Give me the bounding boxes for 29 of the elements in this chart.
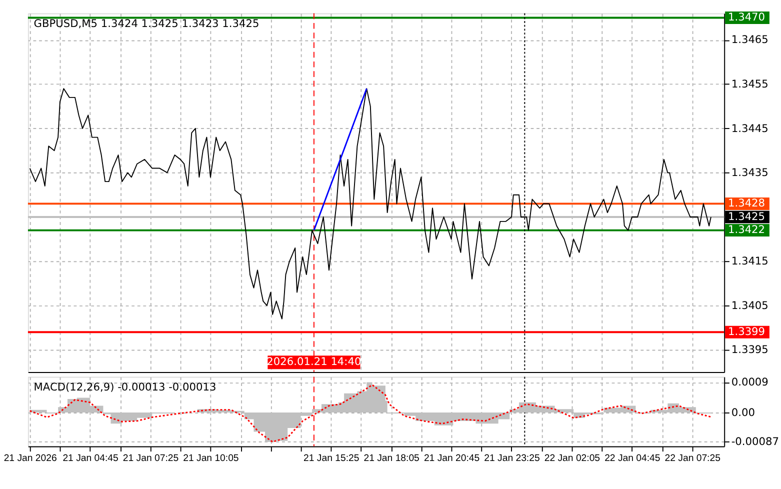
y-tick-label: 1.3435 <box>731 167 768 180</box>
x-tick-label: 21 Jan 2026 <box>4 453 57 464</box>
y-tick-label: 1.3455 <box>731 78 768 91</box>
chart-title: GBPUSD,M5 1.3424 1.3425 1.3423 1.3425 <box>34 18 260 30</box>
chart-title: MACD(12,26,9) -0.00013 -0.00013 <box>34 381 216 394</box>
x-tick-label: 21 Jan 18:05 <box>364 453 420 464</box>
x-tick-label: 21 Jan 04:45 <box>62 453 118 464</box>
x-tick-label: 21 Jan 23:25 <box>484 453 540 464</box>
x-tick-label: 21 Jan 20:45 <box>424 453 480 464</box>
y-tick-label: 1.3405 <box>731 300 768 312</box>
x-tick-label: 22 Jan 02:05 <box>544 453 600 464</box>
y-tick-label: 1.3395 <box>731 344 768 356</box>
ref-line-label: 1.3428 <box>728 198 766 210</box>
y-tick-label: 0.0009 <box>731 376 768 389</box>
y-tick-label: 1.3465 <box>731 34 768 46</box>
y-tick-label: 1.3415 <box>731 256 768 268</box>
x-tick-label: 21 Jan 07:25 <box>122 453 179 464</box>
x-tick-label: 21 Jan 15:25 <box>304 453 360 464</box>
ref-line-label: 1.3470 <box>728 12 766 24</box>
ref-line-label: 1.3425 <box>728 210 766 223</box>
ref-line-label: 1.3422 <box>728 224 766 236</box>
ref-line-label: 2026.01.21 14:40 <box>266 356 362 368</box>
x-tick-label: 21 Jan 10:05 <box>183 453 239 464</box>
y-tick-label: 0.00 <box>731 406 756 419</box>
y-tick-label: -0.00087 <box>731 436 779 448</box>
ref-line-label: 1.3399 <box>728 326 766 338</box>
x-tick-label: 22 Jan 04:45 <box>604 453 660 464</box>
x-tick-label: 22 Jan 07:25 <box>664 453 720 464</box>
y-tick-label: 1.3445 <box>731 122 768 135</box>
